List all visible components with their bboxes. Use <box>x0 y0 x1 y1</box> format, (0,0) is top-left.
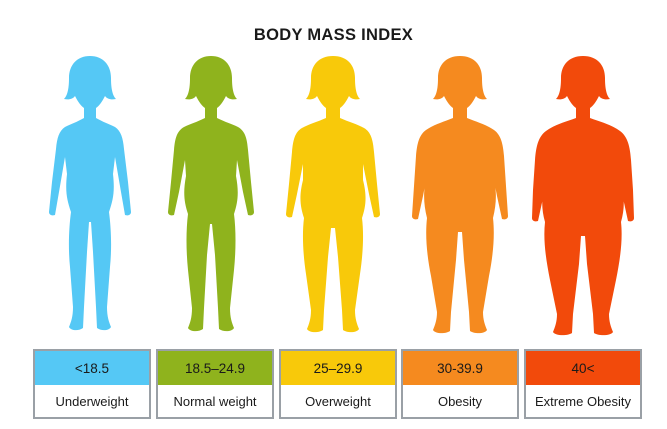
page-title: BODY MASS INDEX <box>253 26 414 44</box>
bmi-range: 40< <box>526 351 640 385</box>
overweight-silhouette-shape <box>286 56 380 333</box>
bmi-label: Overweight <box>281 385 395 417</box>
bmi-range: 18.5–24.9 <box>158 351 272 385</box>
bmi-label: Obesity <box>403 385 517 417</box>
bmi-range: 25–29.9 <box>281 351 395 385</box>
figure-overweight <box>284 52 382 337</box>
bmi-label: Normal weight <box>158 385 272 417</box>
normal-weight-silhouette-shape <box>168 56 254 332</box>
figure-underweight <box>47 52 133 337</box>
obesity-silhouette-icon <box>412 56 508 334</box>
normal-weight-silhouette-icon <box>168 56 254 332</box>
bmi-label: Underweight <box>35 385 149 417</box>
bmi-range: 30-39.9 <box>403 351 517 385</box>
obesity-silhouette-shape <box>412 56 508 334</box>
bmi-range: <18.5 <box>35 351 149 385</box>
underweight-silhouette-shape <box>49 56 131 331</box>
figure-normal-weight <box>166 52 256 337</box>
bmi-label: Extreme Obesity <box>526 385 640 417</box>
bmi-card-normal-weight: 18.5–24.9 Normal weight <box>156 349 274 419</box>
figure-obesity <box>410 52 510 337</box>
bmi-card-overweight: 25–29.9 Overweight <box>279 349 397 419</box>
extreme-obesity-silhouette-icon <box>532 56 634 336</box>
underweight-silhouette-icon <box>49 56 131 331</box>
bmi-card-obesity: 30-39.9 Obesity <box>401 349 519 419</box>
bmi-card-underweight: <18.5 Underweight <box>33 349 151 419</box>
bmi-card-extreme-obesity: 40< Extreme Obesity <box>524 349 642 419</box>
overweight-silhouette-icon <box>286 56 380 333</box>
figure-extreme-obesity <box>530 52 636 337</box>
extreme-obesity-silhouette-shape <box>532 56 634 336</box>
silhouette-row <box>47 52 636 337</box>
